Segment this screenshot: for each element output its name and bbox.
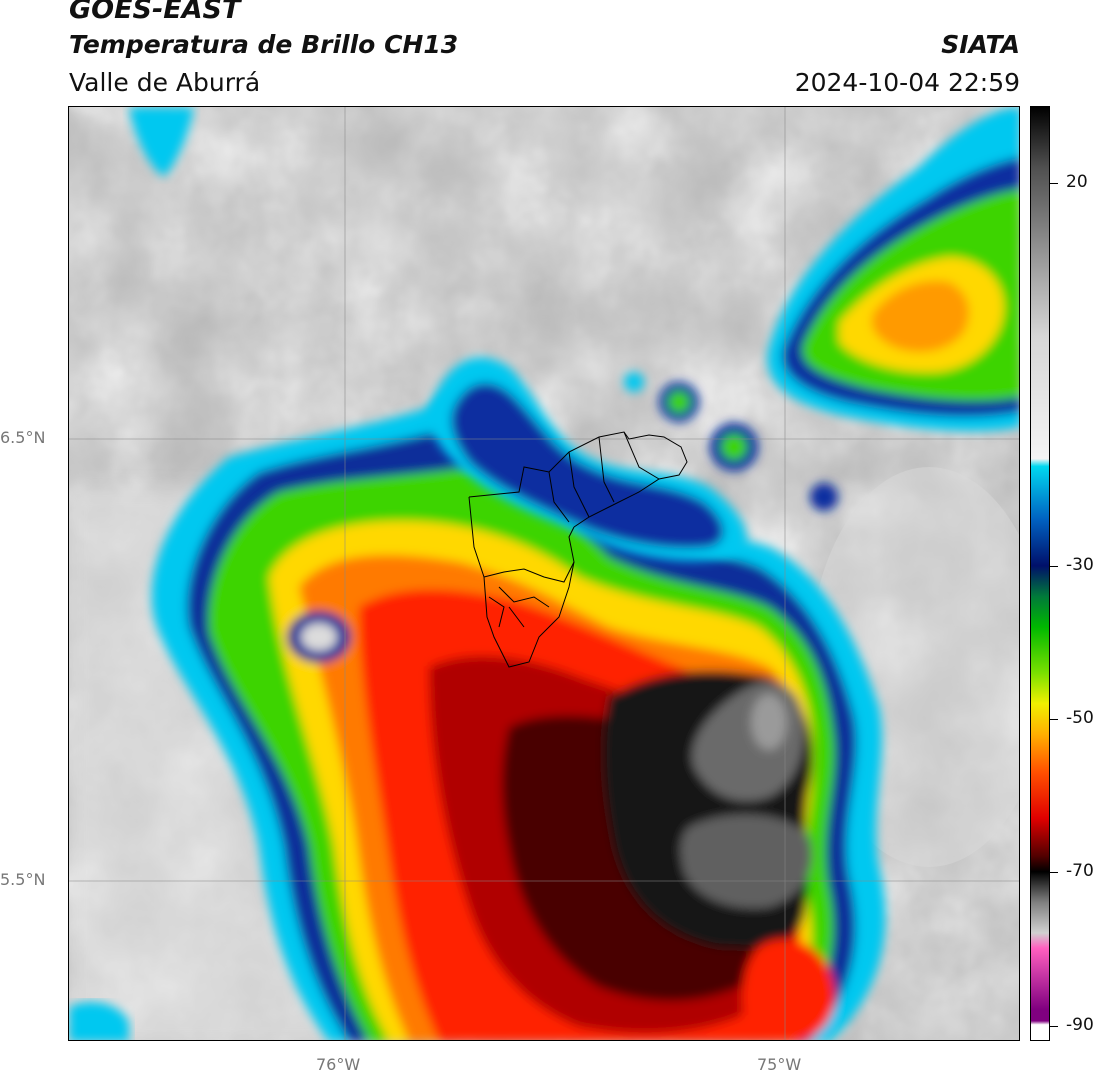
colorbar-tick-label: -30 [1066,554,1094,575]
lat-label-5-5: 5.5°N [0,870,46,889]
lon-label-75: 75°W [757,1055,802,1074]
boundary-north [468,431,688,528]
colorbar-tick-label: -70 [1066,861,1094,882]
product-title: Temperatura de Brillo CH13 [69,30,459,59]
lon-label-76: 76°W [316,1055,361,1074]
cell-2-core [721,434,747,460]
storm-hole-inner [301,623,337,651]
storm-gray-lower [680,814,813,908]
colorbar [1030,106,1050,1041]
ne-orange [871,280,969,352]
colorbar-tick-mark [1050,565,1058,567]
satellite-title: GOES-EAST [69,0,241,25]
cell-4 [624,372,644,392]
boundary-valley [483,561,575,628]
nw-cyan-fringe [129,107,194,177]
colorbar-tick-label: 20 [1066,171,1088,192]
tongue-darkblue [451,383,724,549]
storm-north-tongue [428,357,747,561]
storm-light-gray-spot [751,694,787,750]
colorbar-tick-mark [1050,182,1058,184]
colorbar-tick-mark [1050,719,1058,721]
cell-3 [810,483,838,511]
boundary-north-inner [548,431,660,523]
colorbar-tick-label: -50 [1066,708,1094,729]
colorbar-tick-label: -90 [1066,1014,1094,1035]
colorbar-tick-mark [1050,1025,1058,1027]
region-subtitle: Valle de Aburrá [69,68,261,97]
graticule [69,107,1019,1040]
storm-northeast [624,107,1019,511]
colorbar-tick-mark [1050,872,1058,874]
sw-cyan-fringe [69,1002,129,1040]
map-svg [69,107,1019,1040]
agency-label: SIATA [941,30,1020,59]
storm-se-tail [742,939,835,1040]
satellite-map [68,106,1020,1041]
datetime-label: 2024-10-04 22:59 [794,68,1020,97]
storm-main [151,391,886,1040]
cell-1-core [668,391,690,413]
municipal-boundaries [468,431,688,668]
lat-label-6-5: 6.5°N [0,428,46,447]
